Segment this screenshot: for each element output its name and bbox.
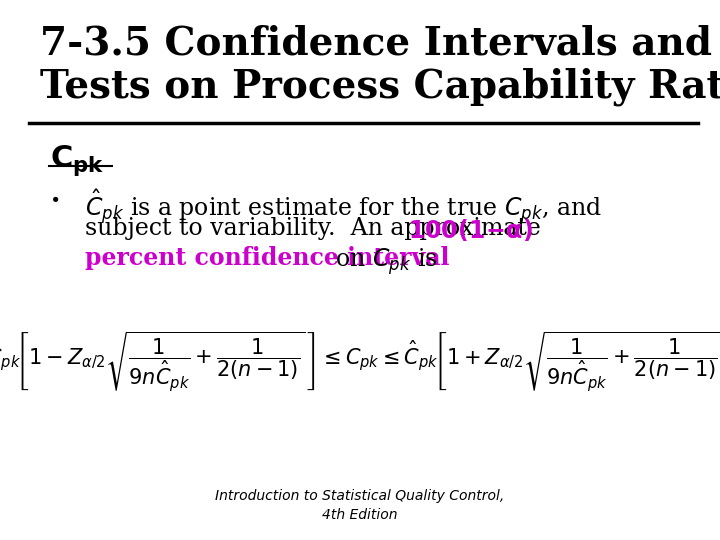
Text: $\mathbf{100(1\!-\!\alpha)}$: $\mathbf{100(1\!-\!\alpha)}$ bbox=[408, 217, 533, 243]
Text: $\hat{C}_{pk}\!\left[1-Z_{\alpha/2}\sqrt{\dfrac{1}{9n\hat{C}_{pk}}+\dfrac{1}{2(n: $\hat{C}_{pk}\!\left[1-Z_{\alpha/2}\sqrt… bbox=[0, 329, 720, 393]
Text: 4th Edition: 4th Edition bbox=[323, 508, 397, 522]
Text: $\mathbf{C_{pk}}$: $\mathbf{C_{pk}}$ bbox=[50, 143, 105, 178]
Text: $\bullet$: $\bullet$ bbox=[49, 189, 59, 207]
Text: $\hat{C}_{pk}$ is a point estimate for the true $C_{pk}$, and: $\hat{C}_{pk}$ is a point estimate for t… bbox=[85, 188, 602, 227]
Text: Introduction to Statistical Quality Control,: Introduction to Statistical Quality Cont… bbox=[215, 489, 505, 503]
Text: percent confidence interval: percent confidence interval bbox=[85, 246, 449, 270]
Text: on $C_{pk}$ is: on $C_{pk}$ is bbox=[328, 246, 437, 277]
Text: Tests on Process Capability Ratios: Tests on Process Capability Ratios bbox=[40, 68, 720, 106]
Text: 7-3.5 Confidence Intervals and: 7-3.5 Confidence Intervals and bbox=[40, 24, 711, 62]
Text: subject to variability.  An approximate: subject to variability. An approximate bbox=[85, 217, 549, 240]
